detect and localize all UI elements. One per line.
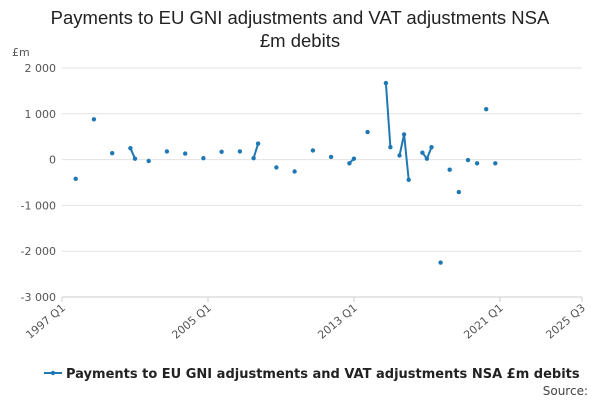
- chart-title-line-2: £m debits: [260, 30, 340, 51]
- data-point: [91, 117, 97, 122]
- data-point: [406, 177, 411, 182]
- data-point: [484, 107, 489, 112]
- data-point: [401, 132, 407, 137]
- data-point: [424, 156, 430, 161]
- data-point: [183, 151, 188, 156]
- source-label: Source:: [543, 384, 588, 398]
- data-point: [328, 154, 334, 160]
- data-point: [255, 141, 261, 146]
- gridlines: [62, 67, 582, 252]
- data-point: [110, 151, 115, 156]
- data-point: [292, 169, 297, 174]
- data-point: [201, 156, 206, 161]
- y-tick-label: -3 000: [21, 291, 56, 304]
- x-tick-label: 2005 Q1: [169, 301, 213, 341]
- data-point: [73, 176, 78, 181]
- y-axis-unit-label: £m: [12, 46, 30, 59]
- x-tick-label: 2025 Q3: [543, 301, 587, 341]
- y-tick-label: 1 000: [25, 108, 57, 121]
- legend-swatch-marker: [50, 370, 56, 376]
- x-axis-ticks: 1997 Q1 2005 Q1 2013 Q1 2021 Q1 2025 Q3: [23, 297, 588, 342]
- data-point: [447, 167, 452, 172]
- data-point: [351, 156, 357, 161]
- legend-label: Payments to EU GNI adjustments and VAT a…: [66, 367, 580, 382]
- data-point: [493, 161, 498, 166]
- series-line-segment: [384, 83, 392, 148]
- data-point: [310, 148, 316, 153]
- data-point: [132, 156, 138, 161]
- data-point: [219, 149, 224, 154]
- y-tick-label: 2 000: [25, 62, 57, 75]
- data-point: [128, 146, 133, 151]
- data-point: [456, 189, 461, 195]
- x-tick-label: 2013 Q1: [315, 301, 359, 341]
- data-point: [429, 145, 434, 150]
- series-line-segment: [252, 143, 260, 159]
- legend: Payments to EU GNI adjustments and VAT a…: [44, 367, 580, 382]
- data-point: [347, 161, 352, 166]
- data-point: [474, 161, 480, 166]
- data-point: [365, 129, 370, 135]
- data-point: [438, 260, 443, 265]
- data-point: [251, 156, 256, 161]
- data-point: [383, 80, 389, 86]
- y-tick-label: -1 000: [21, 199, 56, 212]
- data-point: [164, 149, 170, 154]
- x-tick-label: 2021 Q1: [461, 301, 505, 341]
- data-point: [237, 149, 243, 154]
- data-point: [397, 153, 402, 158]
- data-point: [420, 150, 425, 155]
- data-point: [274, 165, 279, 170]
- y-tick-label: 0: [49, 154, 56, 167]
- x-tick-label: 1997 Q1: [23, 301, 67, 341]
- y-tick-label: -2 000: [21, 245, 56, 258]
- series-area: [73, 80, 498, 265]
- chart-title-line-1: Payments to EU GNI adjustments and VAT a…: [51, 7, 550, 28]
- data-point: [146, 158, 151, 164]
- data-point: [388, 145, 393, 150]
- data-point: [465, 157, 471, 163]
- y-axis-ticks: 2 000 1 000 0 -1 000 -2 000 -3 000: [21, 62, 56, 304]
